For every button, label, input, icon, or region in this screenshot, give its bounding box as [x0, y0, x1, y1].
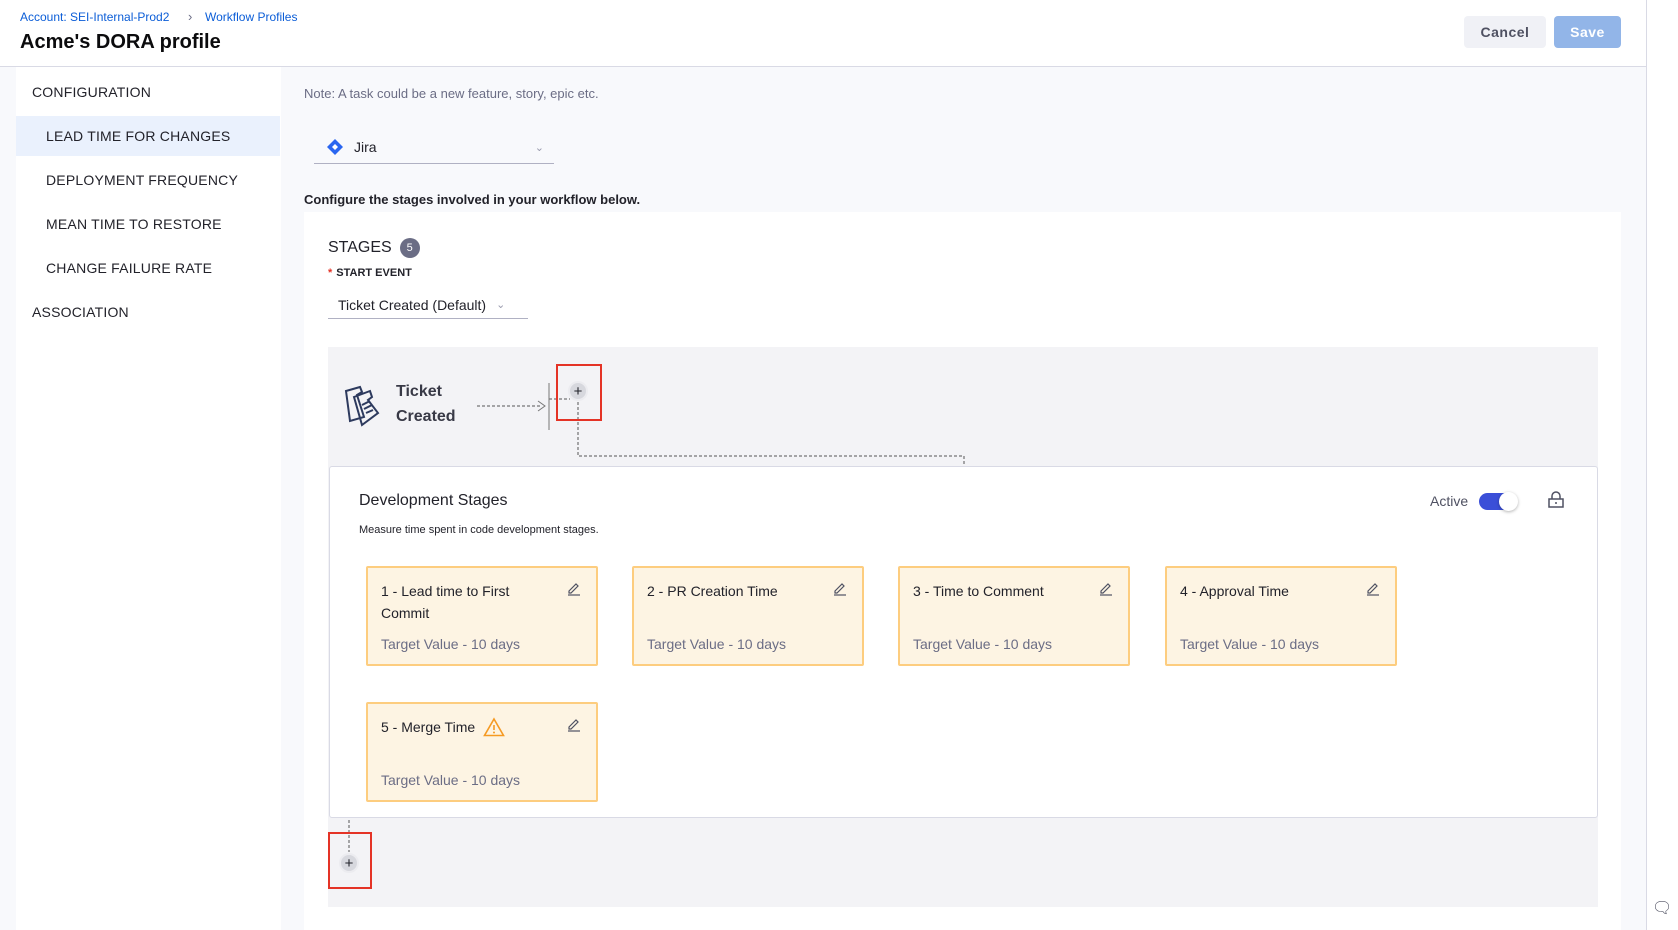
jira-icon	[327, 139, 343, 155]
chevron-down-icon: ⌄	[496, 299, 506, 311]
edit-icon[interactable]	[566, 716, 582, 732]
ticket-icon	[344, 385, 380, 427]
start-event-label: * START EVENT	[328, 267, 412, 279]
stages-heading: STAGES 5	[328, 238, 420, 258]
active-label: Active	[1430, 493, 1469, 509]
stage-title: 1 - Lead time to First Commit	[381, 583, 510, 621]
integration-value: Jira	[354, 139, 377, 155]
sidebar-item-deployment-frequency[interactable]: DEPLOYMENT FREQUENCY	[46, 172, 238, 188]
highlight-box	[556, 364, 602, 421]
stage-title: 4 - Approval Time	[1180, 583, 1289, 599]
edit-icon[interactable]	[566, 580, 582, 596]
stage-card[interactable]: 1 - Lead time to First Commit Target Val…	[366, 566, 598, 666]
stage-target: Target Value - 10 days	[1180, 636, 1320, 652]
sidebar-item-configuration[interactable]: CONFIGURATION	[32, 84, 152, 100]
stage-target: Target Value - 10 days	[913, 636, 1053, 652]
stage-title-row: 1 - Lead time to First Commit	[381, 580, 561, 624]
edit-icon[interactable]	[1365, 580, 1381, 596]
edit-icon[interactable]	[1098, 580, 1114, 596]
start-event-label-text: START EVENT	[336, 267, 412, 279]
stage-title: 2 - PR Creation Time	[647, 583, 778, 599]
dev-stages-subtitle: Measure time spent in code development s…	[359, 524, 599, 536]
ticket-created-line1: Ticket	[396, 383, 442, 400]
stage-target: Target Value - 10 days	[381, 636, 521, 652]
breadcrumb-chevron-icon: ›	[188, 9, 193, 24]
dev-stages-title: Development Stages	[359, 492, 508, 509]
stage-title: 5 - Merge Time	[381, 719, 476, 735]
stages-count-badge: 5	[399, 238, 420, 258]
breadcrumb-account[interactable]: Account: SEI-Internal-Prod2	[20, 10, 170, 24]
sidebar-item-association[interactable]: ASSOCIATION	[32, 304, 129, 320]
stage-title: 3 - Time to Comment	[913, 583, 1044, 599]
chevron-down-icon: ⌄	[534, 141, 544, 154]
configure-instructions: Configure the stages involved in your wo…	[304, 192, 641, 207]
stage-title-row: 4 - Approval Time	[1180, 580, 1360, 602]
active-toggle[interactable]	[1479, 492, 1518, 511]
page-header	[0, 0, 1647, 67]
stage-card[interactable]: 3 - Time to Comment Target Value - 10 da…	[898, 566, 1130, 666]
add-stage-bottom-button[interactable]: +	[339, 853, 359, 873]
edit-icon[interactable]	[832, 580, 848, 596]
page-title: Acme's DORA profile	[20, 31, 221, 53]
stages-label: STAGES	[328, 239, 392, 256]
note-text: Note: A task could be a new feature, sto…	[304, 86, 599, 101]
stage-title-row: 3 - Time to Comment	[913, 580, 1093, 602]
stage-title-row: 2 - PR Creation Time	[647, 580, 827, 602]
sidebar-panel	[16, 67, 280, 930]
stage-target: Target Value - 10 days	[381, 772, 521, 788]
cancel-button[interactable]: Cancel	[1464, 16, 1546, 48]
sidebar-item-mean-time-to-restore[interactable]: MEAN TIME TO RESTORE	[46, 216, 222, 232]
breadcrumb-workflow-profiles[interactable]: Workflow Profiles	[205, 10, 298, 24]
highlight-box	[328, 832, 372, 889]
stage-card[interactable]: 2 - PR Creation Time Target Value - 10 d…	[632, 566, 864, 666]
stage-target: Target Value - 10 days	[647, 636, 787, 652]
start-event-value: Ticket Created (Default)	[338, 296, 487, 313]
divider	[1646, 0, 1647, 930]
help-chat-icon[interactable]: 🗨	[1652, 900, 1673, 917]
stage-card[interactable]: 4 - Approval Time Target Value - 10 days	[1165, 566, 1397, 666]
save-button[interactable]: Save	[1554, 16, 1621, 48]
lock-icon[interactable]	[1547, 491, 1565, 509]
integration-select[interactable]: Jira ⌄	[314, 131, 554, 164]
sidebar-item-lead-time-for-changes[interactable]: LEAD TIME FOR CHANGES	[16, 116, 280, 156]
start-event-select[interactable]: Ticket Created (Default) ⌄	[328, 291, 528, 319]
stage-title-row: 5 - Merge Time	[381, 716, 561, 738]
warning-icon	[483, 717, 506, 737]
ticket-created-line2: Created	[396, 408, 456, 425]
add-stage-after-ticket-button[interactable]: +	[568, 381, 588, 401]
stage-card[interactable]: 5 - Merge Time Target Value - 10 days	[366, 702, 598, 802]
sidebar-item-change-failure-rate[interactable]: CHANGE FAILURE RATE	[46, 260, 213, 276]
